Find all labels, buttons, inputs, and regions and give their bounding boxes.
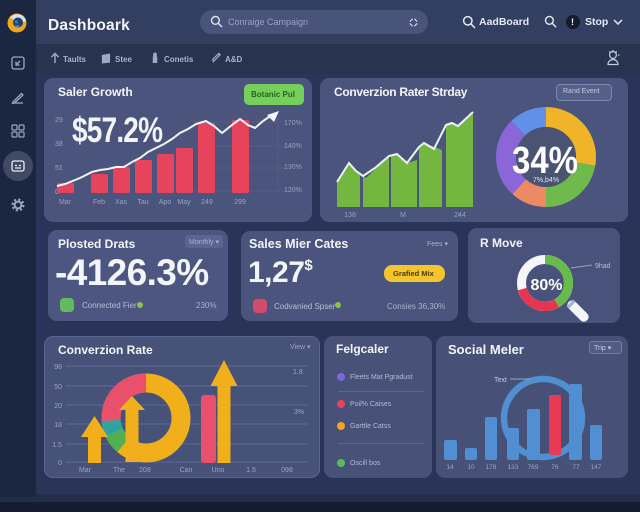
svg-text:29: 29 <box>55 117 63 124</box>
svg-text:Mar: Mar <box>79 467 92 474</box>
svg-text:Xas: Xas <box>115 199 128 206</box>
svg-text:10: 10 <box>467 464 475 471</box>
svg-text:80%: 80% <box>530 277 562 294</box>
svg-text:May: May <box>177 199 191 206</box>
svg-text:51: 51 <box>55 165 63 172</box>
svg-text:77: 77 <box>572 464 580 471</box>
svg-text:133: 133 <box>508 464 519 471</box>
svg-text:M: M <box>400 212 406 219</box>
svg-text:0: 0 <box>58 460 62 467</box>
svg-text:1.5: 1.5 <box>246 467 256 474</box>
svg-text:Tau: Tau <box>137 199 148 206</box>
svg-text:14: 14 <box>446 464 454 471</box>
svg-text:138: 138 <box>344 212 356 219</box>
svg-text:20: 20 <box>54 403 62 410</box>
svg-text:769: 769 <box>528 464 539 471</box>
svg-text:The: The <box>113 467 125 474</box>
svg-text:18: 18 <box>54 422 62 429</box>
svg-text:50: 50 <box>54 384 62 391</box>
svg-text:98: 98 <box>54 364 62 371</box>
svg-text:170%: 170% <box>284 120 302 127</box>
svg-text:0: 0 <box>55 189 59 196</box>
svg-text:244: 244 <box>454 212 466 219</box>
svg-text:Text: Text <box>494 377 507 384</box>
svg-text:299: 299 <box>234 199 246 206</box>
svg-text:Apo: Apo <box>159 199 172 206</box>
svg-text:Feb: Feb <box>93 199 105 206</box>
svg-text:76: 76 <box>551 464 559 471</box>
svg-text:34%: 34% <box>512 140 578 182</box>
svg-text:Uno: Uno <box>212 467 225 474</box>
svg-text:1.5: 1.5 <box>52 442 62 449</box>
svg-text:3%: 3% <box>294 409 304 416</box>
svg-text:208: 208 <box>139 467 151 474</box>
svg-text:38: 38 <box>55 141 63 148</box>
svg-text:098: 098 <box>281 467 293 474</box>
svg-text:9had: 9had <box>595 263 611 270</box>
svg-text:120%: 120% <box>284 187 302 194</box>
svg-text:249: 249 <box>201 199 213 206</box>
svg-text:147: 147 <box>591 464 602 471</box>
svg-text:1.8: 1.8 <box>293 369 303 376</box>
svg-text:7%,b4%: 7%,b4% <box>533 177 559 184</box>
svg-text:Mar: Mar <box>59 199 72 206</box>
svg-text:Can: Can <box>180 467 193 474</box>
svg-text:178: 178 <box>486 464 497 471</box>
svg-text:140%: 140% <box>284 143 302 150</box>
svg-text:130%: 130% <box>284 164 302 171</box>
